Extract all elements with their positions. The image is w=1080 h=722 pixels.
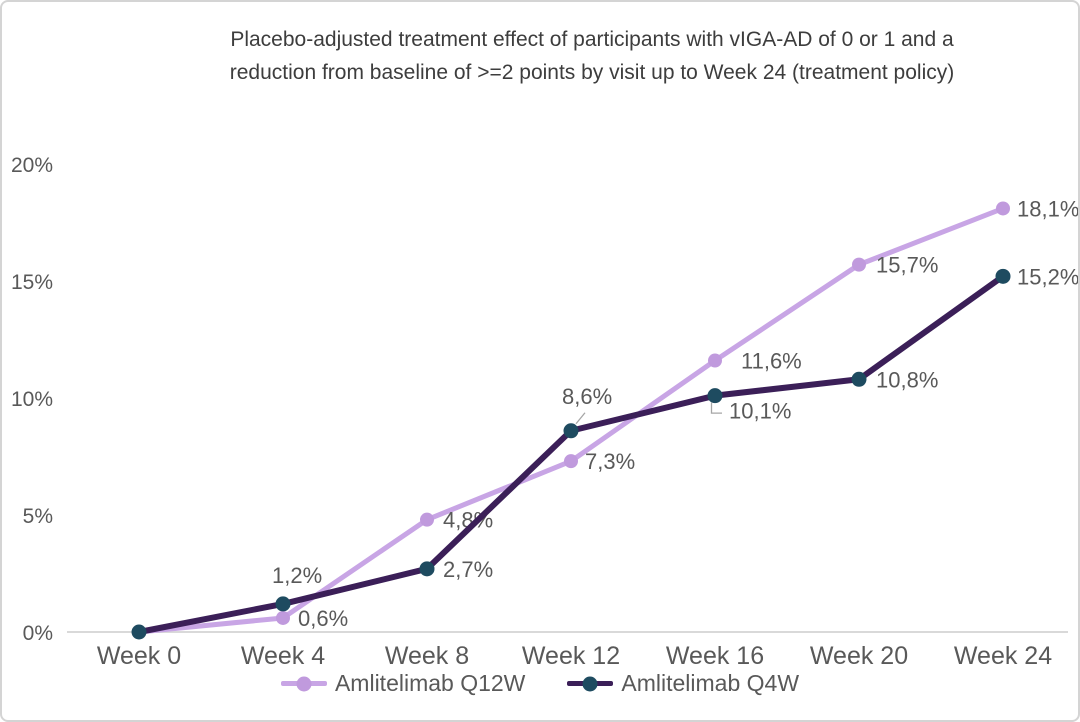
data-label: 7,3% — [585, 449, 635, 474]
x-tick-label: Week 8 — [385, 642, 469, 670]
label-leader-line — [575, 412, 586, 425]
series-line-q4w — [136, 273, 1006, 635]
legend-marker-q12w-icon — [296, 676, 312, 691]
legend-item-q12w: Amlitelimab Q12W — [280, 670, 526, 697]
y-tick-label: 0% — [23, 622, 53, 645]
data-label: 1,2% — [272, 563, 322, 588]
x-tick-label: Week 24 — [954, 642, 1052, 670]
data-label: 18,1% — [1017, 196, 1079, 221]
y-tick-label: 5% — [23, 505, 53, 528]
data-point — [419, 561, 435, 577]
x-tick-label: Week 0 — [97, 642, 181, 670]
data-label: 0,6% — [298, 606, 348, 631]
data-label: 2,7% — [443, 557, 493, 582]
chart-title-line-1: Placebo-adjusted treatment effect of par… — [230, 28, 954, 51]
data-label: 10,8% — [876, 367, 938, 392]
legend-line-q4w-icon — [567, 676, 614, 691]
data-point — [276, 610, 290, 625]
legend-item-q4w: Amlitelimab Q4W — [567, 670, 799, 697]
x-tick-label: Week 4 — [241, 642, 325, 670]
data-label: 15,7% — [876, 253, 938, 278]
data-point — [708, 353, 722, 368]
series-line-q12w — [136, 205, 1006, 635]
data-label: 15,2% — [1017, 264, 1079, 289]
data-point — [275, 596, 291, 612]
data-point — [851, 371, 867, 387]
legend-label-q12w: Amlitelimab Q12W — [334, 670, 526, 696]
y-tick-label: 15% — [11, 271, 53, 294]
data-point — [852, 257, 866, 272]
legend: Amlitelimab Q12W Amlitelimab Q4W — [2, 670, 1078, 697]
legend-line-q12w-icon — [280, 676, 327, 691]
chart-title: Placebo-adjusted treatment effect of par… — [102, 23, 1078, 89]
data-point — [995, 268, 1011, 284]
y-tick-label: 20% — [11, 154, 53, 177]
data-label: 8,6% — [562, 384, 612, 409]
data-point — [563, 423, 579, 439]
chart-title-line-2: reduction from baseline of >=2 points by… — [229, 61, 955, 84]
data-point — [131, 624, 147, 640]
x-tick-label: Week 20 — [810, 642, 908, 670]
x-tick-label: Week 16 — [666, 642, 764, 670]
data-label: 10,1% — [729, 399, 791, 424]
legend-marker-q4w-icon — [582, 676, 598, 691]
data-label: 11,6% — [741, 349, 802, 374]
data-point — [564, 454, 578, 469]
data-point — [707, 388, 723, 404]
legend-label-q4w: Amlitelimab Q4W — [621, 670, 800, 696]
y-tick-label: 10% — [11, 388, 53, 411]
label-leader-line — [710, 402, 722, 414]
data-point — [996, 201, 1010, 216]
x-tick-label: Week 12 — [522, 642, 620, 670]
data-point — [420, 512, 434, 527]
